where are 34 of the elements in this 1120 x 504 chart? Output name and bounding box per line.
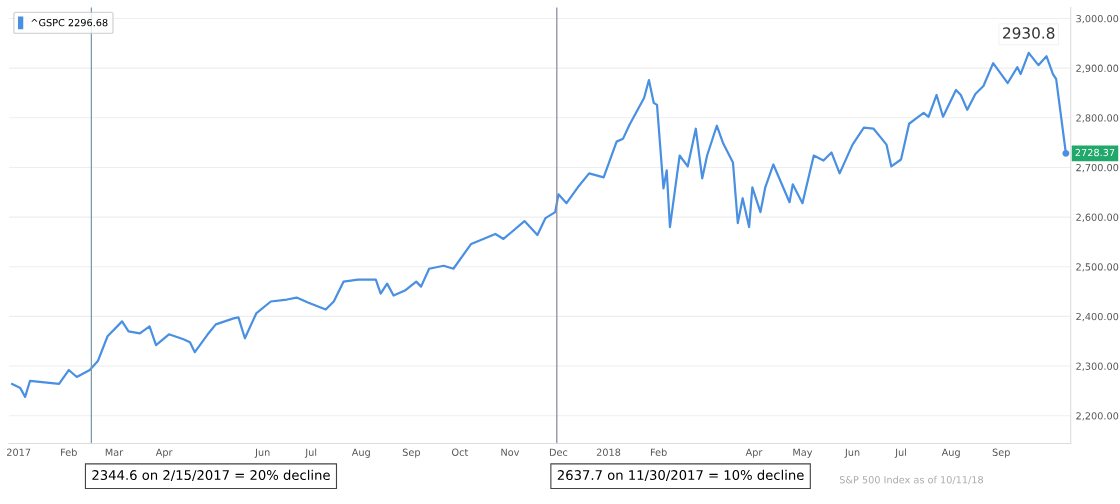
y-tick-label: 3,000.00 xyxy=(1076,14,1119,24)
x-tick-label: Sep xyxy=(992,448,1010,458)
x-tick-label: Jun xyxy=(844,448,860,458)
y-tick-label: 2,400.00 xyxy=(1076,312,1119,322)
y-tick-label: 2,700.00 xyxy=(1076,163,1119,173)
x-tick-label: Apr xyxy=(155,448,173,458)
x-tick-label: Jul xyxy=(304,448,317,458)
x-tick-label: Nov xyxy=(501,448,520,456)
x-tick-label: Feb xyxy=(650,448,667,456)
y-tick-label: 2,200.00 xyxy=(1076,412,1119,421)
x-tick-label: 2018 xyxy=(596,448,621,456)
x-tick-label: Dec xyxy=(549,448,568,456)
y-tick-label: 2,600.00 xyxy=(1076,213,1119,222)
legend-label: ^GSPC 2296.68 xyxy=(31,18,108,27)
x-tick-label: 2017 xyxy=(7,448,31,456)
x-tick-label: Oct xyxy=(451,448,469,456)
x-tick-label: Aug xyxy=(351,448,370,458)
x-tick-label: Apr xyxy=(745,448,763,458)
annotation: 2728.37 xyxy=(1075,148,1115,157)
y-tick-label: 2,300.00 xyxy=(1076,362,1119,371)
x-tick-label: Sep xyxy=(402,448,420,458)
annotation: 2930.8 xyxy=(1003,27,1055,39)
x-tick-label: Mar xyxy=(105,448,124,456)
ref-line-label: 2344.6 on 2/15/2017 = 20% decline xyxy=(92,469,330,482)
x-tick-label: May xyxy=(793,448,813,458)
x-tick-label: Jul xyxy=(894,448,906,458)
text: S&P 500 Index as of 10/11/18 xyxy=(839,475,984,485)
y-tick-label: 2,800.00 xyxy=(1076,114,1119,123)
y-tick-label: 2,500.00 xyxy=(1076,263,1119,272)
x-tick-label: Feb xyxy=(61,448,77,456)
ref-line-label: 2637.7 on 11/30/2017 = 10% decline xyxy=(557,469,804,482)
x-tick-label: Jun xyxy=(254,448,270,458)
x-tick-label: Aug xyxy=(941,448,960,458)
y-tick-label: 2,900.00 xyxy=(1076,64,1119,73)
